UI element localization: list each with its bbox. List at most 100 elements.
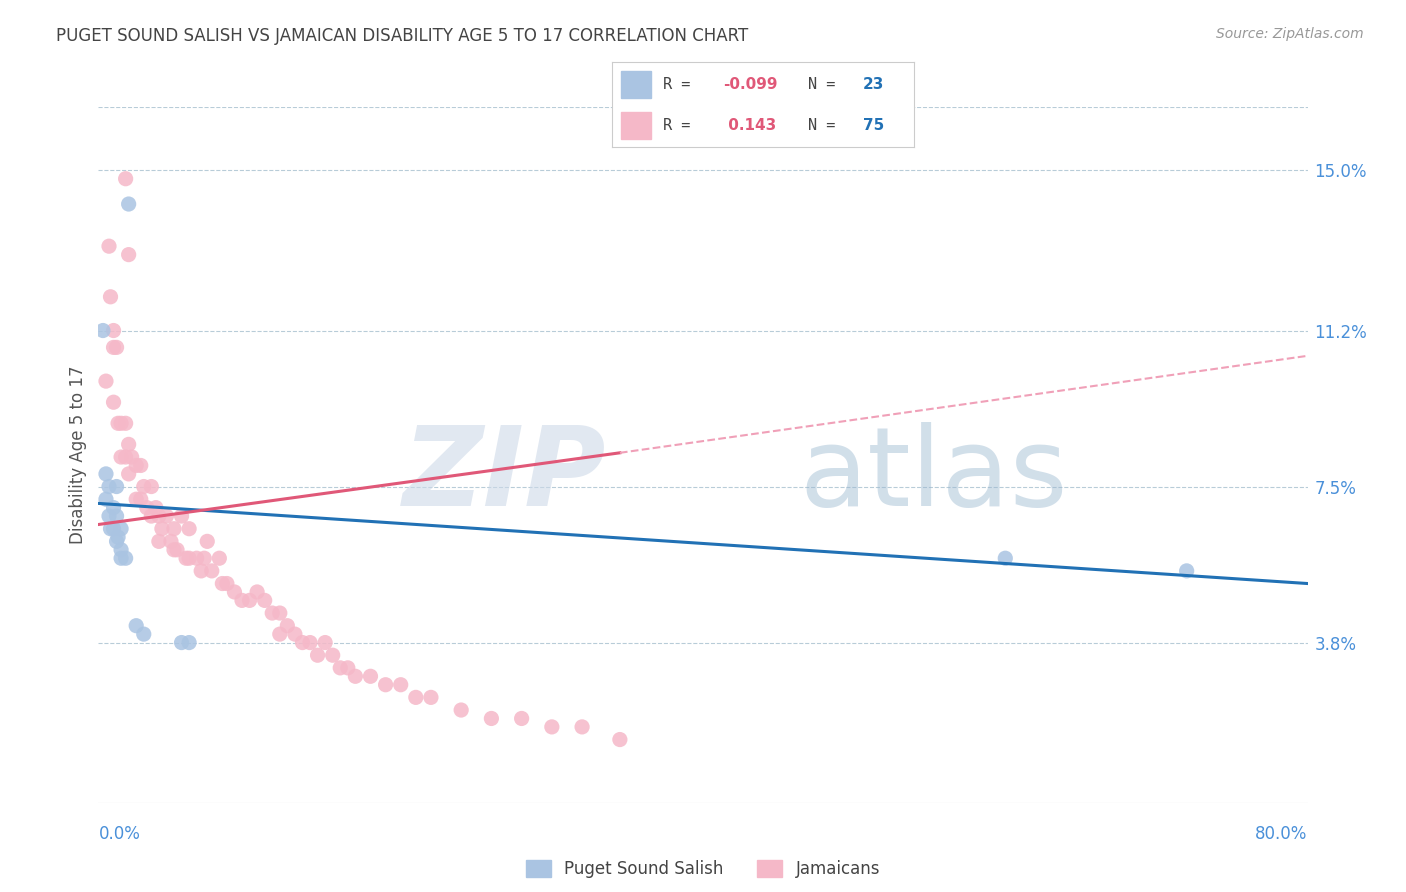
Text: Source: ZipAtlas.com: Source: ZipAtlas.com: [1216, 27, 1364, 41]
Point: [262, 606, 284, 620]
Point: [360, 669, 382, 683]
Point: [118, 437, 141, 451]
Point: [253, 593, 276, 607]
Point: [105, 534, 128, 549]
Legend: Puget Sound Salish, Jamaicans: Puget Sound Salish, Jamaicans: [519, 854, 887, 885]
Point: [98, 479, 121, 493]
Point: [141, 509, 163, 524]
Point: [155, 509, 177, 524]
Point: [344, 669, 367, 683]
Point: [231, 593, 253, 607]
Text: -0.099: -0.099: [724, 77, 778, 92]
Text: R =: R =: [664, 77, 700, 92]
Point: [98, 239, 121, 253]
Point: [405, 690, 427, 705]
Point: [150, 522, 173, 536]
Point: [100, 522, 122, 536]
Point: [179, 635, 201, 649]
Y-axis label: Disability Age 5 to 17: Disability Age 5 to 17: [69, 366, 87, 544]
Point: [420, 690, 443, 705]
Point: [135, 500, 157, 515]
Bar: [620, 112, 651, 139]
Point: [170, 635, 193, 649]
Point: [160, 534, 183, 549]
Point: [314, 635, 336, 649]
Point: [98, 509, 121, 524]
Point: [276, 618, 298, 632]
Point: [91, 324, 114, 338]
Text: atlas: atlas: [800, 422, 1069, 529]
Text: 75: 75: [862, 118, 884, 133]
Point: [299, 635, 322, 649]
Point: [110, 417, 132, 431]
Point: [190, 564, 212, 578]
Point: [148, 509, 170, 524]
Point: [215, 576, 238, 591]
Point: [211, 576, 233, 591]
Point: [107, 417, 129, 431]
Point: [186, 551, 208, 566]
Text: N =: N =: [808, 118, 845, 133]
Point: [103, 395, 125, 409]
Point: [132, 627, 155, 641]
Point: [195, 534, 218, 549]
Point: [246, 585, 269, 599]
Point: [179, 522, 201, 536]
Point: [336, 661, 359, 675]
Point: [132, 479, 155, 493]
Text: N =: N =: [808, 77, 845, 92]
Point: [114, 450, 136, 464]
Point: [193, 551, 215, 566]
Point: [540, 720, 562, 734]
Point: [103, 522, 125, 536]
Point: [110, 522, 132, 536]
Point: [174, 551, 197, 566]
Point: [208, 551, 231, 566]
Point: [110, 542, 132, 557]
Bar: [620, 71, 651, 98]
Point: [121, 450, 143, 464]
Point: [269, 627, 291, 641]
Point: [170, 509, 193, 524]
Point: [145, 500, 167, 515]
Point: [125, 492, 148, 507]
Point: [166, 542, 188, 557]
Point: [107, 530, 129, 544]
Point: [322, 648, 344, 663]
Point: [450, 703, 472, 717]
Point: [110, 450, 132, 464]
Point: [114, 417, 136, 431]
Point: [94, 374, 117, 388]
Point: [141, 479, 163, 493]
Point: [129, 458, 152, 473]
Point: [110, 551, 132, 566]
Point: [239, 593, 262, 607]
Point: [94, 492, 117, 507]
Text: PUGET SOUND SALISH VS JAMAICAN DISABILITY AGE 5 TO 17 CORRELATION CHART: PUGET SOUND SALISH VS JAMAICAN DISABILIT…: [56, 27, 748, 45]
Point: [105, 479, 128, 493]
Point: [103, 500, 125, 515]
Point: [224, 585, 246, 599]
Point: [510, 711, 533, 725]
Text: 0.143: 0.143: [724, 118, 776, 133]
Point: [103, 340, 125, 354]
Point: [571, 720, 593, 734]
Text: R =: R =: [664, 118, 700, 133]
Text: ZIP: ZIP: [402, 422, 606, 529]
Point: [374, 678, 396, 692]
Point: [269, 606, 291, 620]
Point: [481, 711, 503, 725]
Point: [105, 509, 128, 524]
Point: [125, 618, 148, 632]
Point: [291, 635, 314, 649]
Point: [179, 551, 201, 566]
Point: [100, 290, 122, 304]
Point: [118, 247, 141, 261]
Point: [118, 197, 141, 211]
Point: [103, 324, 125, 338]
Point: [163, 522, 186, 536]
Point: [125, 458, 148, 473]
Point: [389, 678, 412, 692]
Point: [163, 542, 186, 557]
Point: [201, 564, 224, 578]
